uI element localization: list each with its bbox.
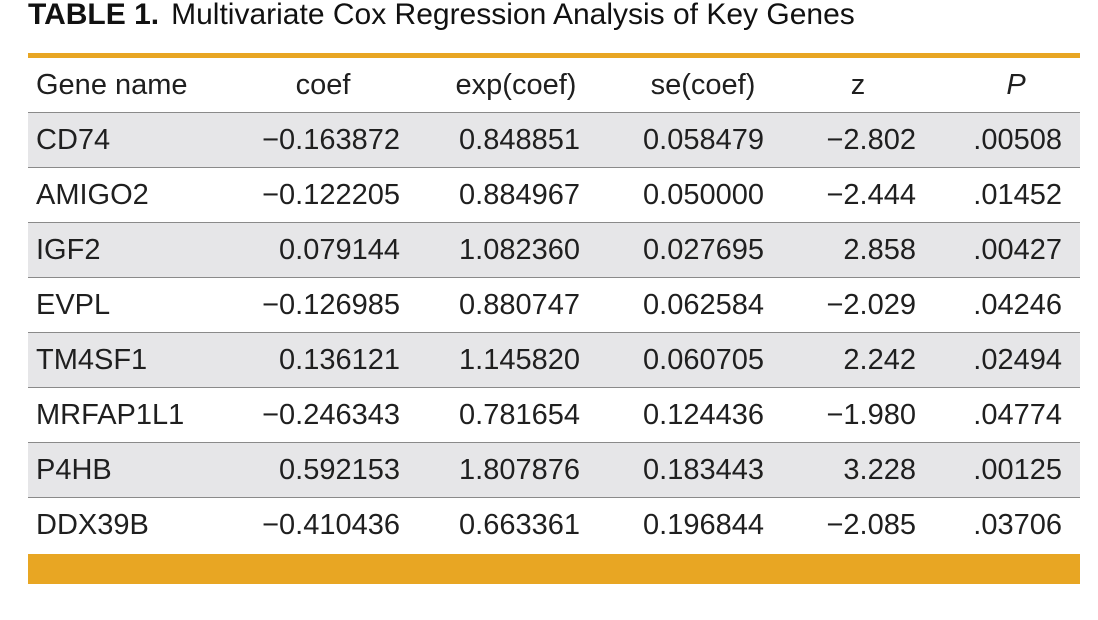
z-cell: 3.228 (843, 453, 916, 486)
gene-name-cell: AMIGO2 (36, 178, 149, 211)
exp-coef-cell: 0.848851 (459, 123, 580, 156)
p-cell: .03706 (973, 509, 1062, 541)
coef-cell: −0.410436 (262, 509, 400, 541)
z-cell: 2.858 (843, 233, 916, 266)
gene-name-cell: EVPL (36, 288, 111, 321)
table-row: DDX39B −0.410436 0.663361 0.196844 −2.08… (28, 498, 1080, 553)
gene-name-cell: P4HB (36, 453, 112, 486)
header-exp-coef: exp(coef) (455, 68, 577, 101)
p-cell: .00508 (973, 123, 1062, 156)
se-coef-cell: 0.183443 (643, 453, 764, 486)
header-z: z (850, 68, 866, 101)
se-coef-cell: 0.124436 (643, 398, 764, 431)
z-cell: −2.802 (826, 123, 916, 156)
p-cell: .04246 (973, 288, 1062, 321)
z-cell: −1.980 (826, 398, 916, 431)
p-cell: .01452 (973, 178, 1062, 211)
coef-cell: 0.136121 (279, 343, 400, 376)
table-header-row: Gene name coef exp(coef) se(coef) z P (28, 58, 1080, 113)
cox-regression-table: Gene name coef exp(coef) se(coef) z P CD… (28, 58, 1080, 553)
gene-name-cell: DDX39B (36, 509, 149, 541)
header-coef: coef (295, 68, 351, 101)
header-gene-name: Gene name (36, 68, 188, 101)
bottom-rule (28, 554, 1080, 584)
header-p-label: P (1006, 68, 1026, 101)
coef-cell: −0.246343 (262, 398, 400, 431)
p-cell: .00125 (973, 453, 1062, 486)
z-cell: 2.242 (843, 343, 916, 376)
coef-cell: 0.592153 (279, 453, 400, 486)
exp-coef-cell: 0.884967 (459, 178, 580, 211)
p-cell: .02494 (973, 343, 1062, 376)
p-cell: .04774 (973, 398, 1062, 431)
table-row: AMIGO2 −0.122205 0.884967 0.050000 −2.44… (28, 168, 1080, 223)
gene-name-cell: MRFAP1L1 (36, 398, 185, 431)
coef-cell: −0.122205 (262, 178, 400, 211)
header-se-coef: se(coef) (650, 68, 756, 101)
se-coef-cell: 0.062584 (643, 288, 764, 321)
exp-coef-cell: 0.663361 (459, 509, 580, 541)
exp-coef-cell: 1.807876 (459, 453, 580, 486)
z-cell: −2.444 (826, 178, 916, 211)
gene-name-cell: IGF2 (36, 233, 101, 266)
gene-name-cell: TM4SF1 (36, 343, 148, 376)
coef-cell: −0.163872 (262, 123, 400, 156)
table-row: P4HB 0.592153 1.807876 0.183443 3.228 .0… (28, 443, 1080, 498)
se-coef-cell: 0.060705 (643, 343, 764, 376)
gene-name-cell: CD74 (36, 123, 111, 156)
se-coef-cell: 0.058479 (643, 123, 764, 156)
table-label: TABLE 1. (28, 0, 160, 31)
z-cell: −2.085 (826, 509, 916, 541)
coef-cell: −0.126985 (262, 288, 400, 321)
exp-coef-cell: 1.082360 (459, 233, 580, 266)
p-cell: .00427 (973, 233, 1062, 266)
table-row: TM4SF1 0.136121 1.145820 0.060705 2.242 … (28, 333, 1080, 388)
table-row: EVPL −0.126985 0.880747 0.062584 −2.029 … (28, 278, 1080, 333)
table-row: IGF2 0.079144 1.082360 0.027695 2.858 .0… (28, 223, 1080, 278)
exp-coef-cell: 0.880747 (459, 288, 580, 321)
table-caption: Multivariate Cox Regression Analysis of … (171, 0, 855, 31)
table-row: MRFAP1L1 −0.246343 0.781654 0.124436 −1.… (28, 388, 1080, 443)
header-p: P (978, 58, 1054, 112)
exp-coef-cell: 1.145820 (459, 343, 580, 376)
table-title: TABLE 1. Multivariate Cox Regression Anal… (28, 0, 855, 36)
se-coef-cell: 0.027695 (643, 233, 764, 266)
coef-cell: 0.079144 (279, 233, 400, 266)
se-coef-cell: 0.196844 (643, 509, 764, 541)
se-coef-cell: 0.050000 (643, 178, 764, 211)
exp-coef-cell: 0.781654 (459, 398, 580, 431)
table-row: CD74 −0.163872 0.848851 0.058479 −2.802 … (28, 113, 1080, 168)
z-cell: −2.029 (826, 288, 916, 321)
top-rule (28, 53, 1080, 58)
